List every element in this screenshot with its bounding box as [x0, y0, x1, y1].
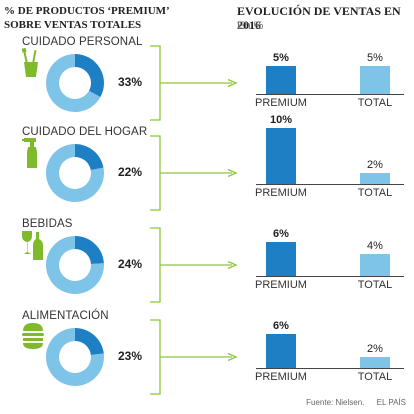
source-note: Fuente: Nielsen. — [306, 398, 365, 407]
category-label: CUIDADO PERSONAL — [22, 36, 143, 48]
connector-bracket — [150, 45, 161, 121]
brand-label: EL PAÍS — [376, 398, 406, 407]
donut-rest-slice — [46, 236, 104, 294]
total-category-label: TOTAL — [357, 371, 393, 383]
footer: Fuente: Nielsen. EL PAÍS — [296, 398, 406, 407]
premium-category-label: PREMIUM — [255, 97, 307, 109]
donut-rest-slice — [46, 54, 101, 112]
total-value-label: 2% — [367, 342, 383, 355]
total-value-label: 5% — [367, 52, 383, 64]
connector-arrow-head — [227, 352, 238, 362]
donut-premium-slice — [75, 236, 104, 264]
premium-share-donut — [46, 236, 104, 294]
connector-arrow-head — [227, 78, 238, 88]
bar-baseline — [256, 276, 404, 277]
right-chart-title: EVOLUCIÓN DE VENTAS EN 2016 — [237, 4, 401, 32]
premium-share-label: 23% — [118, 349, 143, 363]
spray-bottle-icon — [22, 138, 37, 168]
connector-bracket — [150, 319, 161, 395]
connector-bracket — [150, 227, 161, 303]
premium-category-label: PREMIUM — [255, 371, 307, 383]
bar-baseline — [256, 184, 404, 185]
donut-rest-slice — [46, 328, 104, 386]
premium-share-donut — [46, 144, 104, 202]
wine-bottle-glass-icon — [22, 231, 43, 260]
donut-premium-slice — [75, 144, 104, 171]
premium-share-donut — [46, 54, 104, 112]
premium-bar — [266, 66, 296, 94]
total-category-label: TOTAL — [357, 279, 393, 291]
premium-bar — [266, 334, 296, 368]
donut-premium-slice — [75, 328, 104, 355]
total-bar — [360, 66, 390, 94]
toothbrush-cup-icon — [22, 48, 38, 77]
donut-rest-slice — [46, 144, 104, 202]
category-label: CUIDADO DEL HOGAR — [22, 126, 148, 138]
premium-bar — [266, 128, 296, 184]
premium-bar — [266, 242, 296, 276]
total-bar — [360, 356, 390, 368]
premium-share-label: 24% — [118, 257, 143, 271]
connector-bracket — [150, 135, 161, 211]
left-chart-title: % DE PRODUCTOS ‘PREMIUM’ SOBRE VENTAS TO… — [4, 5, 169, 31]
premium-share-label: 33% — [118, 75, 143, 89]
premium-value-label: 5% — [273, 52, 289, 64]
connector-arrow-head — [227, 168, 238, 178]
bar-baseline — [256, 368, 404, 369]
total-bar — [360, 253, 390, 276]
premium-category-label: PREMIUM — [255, 187, 307, 199]
premium-value-label: 6% — [273, 228, 289, 241]
premium-value-label: 6% — [273, 320, 289, 333]
total-value-label: 2% — [367, 158, 383, 171]
connector-arrow-head — [227, 260, 238, 270]
total-bar — [360, 172, 390, 184]
burger-icon — [22, 323, 44, 349]
premium-share-donut — [46, 328, 104, 386]
bar-baseline — [256, 94, 404, 95]
premium-share-label: 22% — [118, 165, 143, 179]
premium-value-label: 10% — [269, 114, 293, 126]
donut-premium-slice — [75, 54, 104, 97]
category-label: ALIMENTACIÓN — [22, 310, 109, 322]
premium-category-label: PREMIUM — [255, 279, 307, 291]
total-value-label: 4% — [367, 239, 383, 252]
total-category-label: TOTAL — [357, 187, 393, 199]
right-chart-unit: En % — [237, 20, 264, 32]
category-label: BEBIDAS — [22, 218, 73, 230]
total-category-label: TOTAL — [357, 97, 393, 109]
